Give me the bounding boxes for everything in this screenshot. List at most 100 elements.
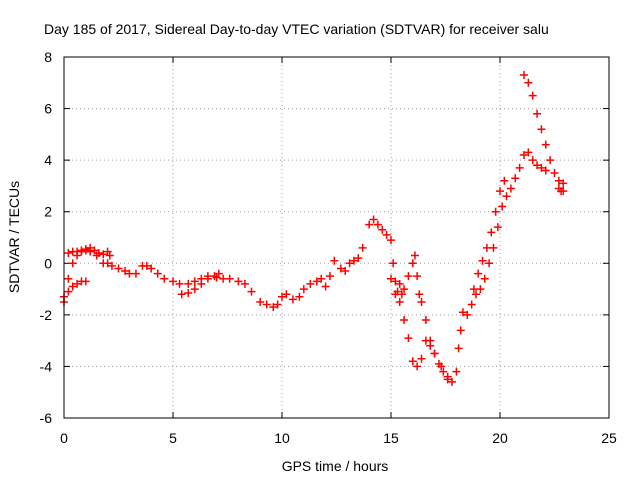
data-point — [330, 256, 339, 265]
x-axis-label: GPS time / hours — [282, 458, 389, 474]
data-point — [487, 228, 496, 237]
data-point — [410, 251, 419, 260]
data-point — [94, 248, 103, 257]
data-point — [482, 243, 491, 252]
data-point — [443, 372, 452, 381]
data-point — [485, 259, 494, 268]
data-point — [273, 300, 282, 309]
data-point — [169, 277, 177, 286]
data-point — [395, 297, 404, 306]
data-point — [493, 223, 502, 232]
data-point — [559, 187, 568, 196]
data-point — [537, 163, 546, 172]
x-tick-label: 25 — [601, 430, 617, 446]
data-point — [103, 259, 112, 268]
data-point — [282, 290, 291, 299]
data-point — [210, 272, 219, 281]
data-point — [64, 274, 73, 283]
data-point — [153, 269, 162, 278]
data-point — [467, 300, 476, 309]
data-point — [408, 357, 417, 366]
data-point — [81, 245, 90, 254]
data-point — [480, 274, 489, 283]
chart-title: Day 185 of 2017, Sidereal Day-to-day VTE… — [44, 21, 549, 37]
y-tick-label: -4 — [40, 358, 53, 374]
data-point — [439, 367, 448, 376]
data-point — [515, 163, 524, 172]
data-point — [413, 272, 422, 281]
data-point — [415, 290, 424, 299]
data-point — [541, 140, 550, 149]
data-point — [81, 277, 90, 286]
data-point — [528, 91, 537, 100]
y-tick-label: 0 — [44, 255, 52, 271]
data-point — [73, 247, 82, 256]
data-point — [421, 336, 430, 345]
data-point — [336, 264, 345, 273]
data-point — [404, 272, 413, 281]
data-point — [554, 176, 563, 185]
x-axis-ticks: 0 5 10 15 20 25 — [60, 57, 617, 446]
data-point — [404, 334, 413, 343]
data-point — [90, 246, 99, 255]
data-point — [387, 274, 395, 283]
data-point — [546, 156, 555, 165]
y-tick-label: 2 — [44, 204, 52, 220]
data-point — [400, 285, 409, 294]
data-point — [448, 377, 457, 386]
data-point — [454, 344, 463, 353]
data-point — [64, 287, 73, 296]
data-point — [456, 326, 465, 335]
data-point — [147, 264, 156, 273]
data-point — [391, 290, 400, 299]
data-point — [452, 367, 461, 376]
data-point — [511, 174, 520, 183]
data-point — [73, 279, 82, 288]
data-point — [190, 277, 199, 286]
data-point — [203, 274, 212, 283]
data-point — [417, 297, 426, 306]
y-tick-label: -6 — [40, 410, 53, 426]
data-point — [478, 256, 487, 265]
data-point — [299, 285, 308, 294]
plot-frame — [63, 56, 610, 419]
data-point — [184, 279, 193, 288]
data-point — [131, 269, 140, 278]
data-point — [391, 277, 400, 286]
data-point — [389, 259, 398, 268]
data-point — [177, 290, 186, 299]
data-point — [426, 341, 435, 350]
data-point — [114, 264, 123, 273]
x-tick-label: 5 — [169, 430, 177, 446]
y-axis-ticks: -6 -4 -2 0 2 4 6 8 — [40, 49, 609, 426]
y-tick-label: 8 — [44, 49, 52, 65]
data-point — [225, 274, 234, 283]
data-point — [382, 230, 391, 239]
data-point — [500, 176, 509, 185]
data-point — [312, 277, 321, 286]
data-point — [234, 277, 243, 286]
data-point — [472, 290, 481, 299]
data-point — [214, 269, 223, 278]
data-point — [408, 259, 417, 268]
y-tick-label: -2 — [40, 307, 53, 323]
data-point — [506, 184, 515, 193]
data-point — [349, 256, 358, 265]
y-tick-label: 4 — [44, 152, 52, 168]
data-point — [278, 292, 286, 301]
data-point — [197, 279, 206, 288]
data-point — [64, 248, 73, 257]
data-point — [400, 316, 409, 325]
data-point — [68, 259, 77, 268]
data-point — [413, 362, 422, 371]
data-point — [269, 303, 278, 312]
data-point — [387, 236, 395, 245]
data-point — [519, 71, 528, 80]
data-point — [541, 166, 550, 175]
x-tick-label: 15 — [383, 430, 399, 446]
data-point — [68, 282, 77, 291]
data-point — [417, 354, 426, 363]
data-point — [184, 288, 193, 297]
data-point — [190, 285, 199, 294]
